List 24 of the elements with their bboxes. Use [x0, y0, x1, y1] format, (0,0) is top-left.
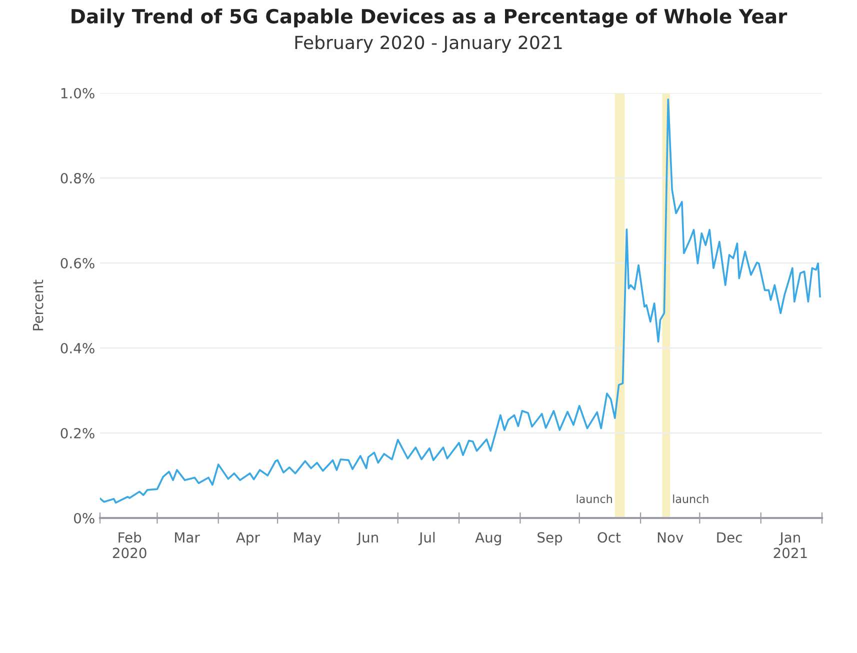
y-tick-label: 0.6%	[60, 258, 94, 268]
x-tick-label: Jul	[418, 532, 435, 546]
y-tick-label: 0.2%	[60, 428, 94, 438]
y-axis-title: Percent	[32, 280, 44, 330]
x-tick-label: Nov	[658, 532, 684, 543]
x-tick-label: Mar	[175, 532, 200, 543]
line-series	[100, 98, 821, 504]
x-tick-label: Jun	[356, 532, 378, 546]
x-tick-label: Oct	[598, 532, 621, 543]
x-tick-label: Feb 2020	[112, 532, 146, 558]
y-tick-label: 0.4%	[60, 342, 94, 354]
y-tick-label: 0.8%	[60, 172, 94, 184]
x-tick-label: Sep	[538, 532, 562, 546]
x-tick-label: Aug	[475, 532, 501, 546]
band-label: launch	[673, 494, 708, 504]
x-tick-label: Apr	[236, 532, 260, 546]
band-label: launch	[576, 494, 612, 504]
x-tick-label: Dec	[717, 532, 742, 543]
chart-subtitle: February 2020 - January 2021	[295, 35, 562, 53]
y-tick-label: 1.0%	[61, 88, 94, 98]
y-tick-label: 0%	[74, 512, 94, 524]
chart-title: Daily Trend of 5G Capable Devices as a Percentage of Whole Year	[72, 8, 788, 28]
x-tick-label: May	[294, 532, 322, 546]
x-tick-label: Jan 2021	[774, 532, 807, 558]
